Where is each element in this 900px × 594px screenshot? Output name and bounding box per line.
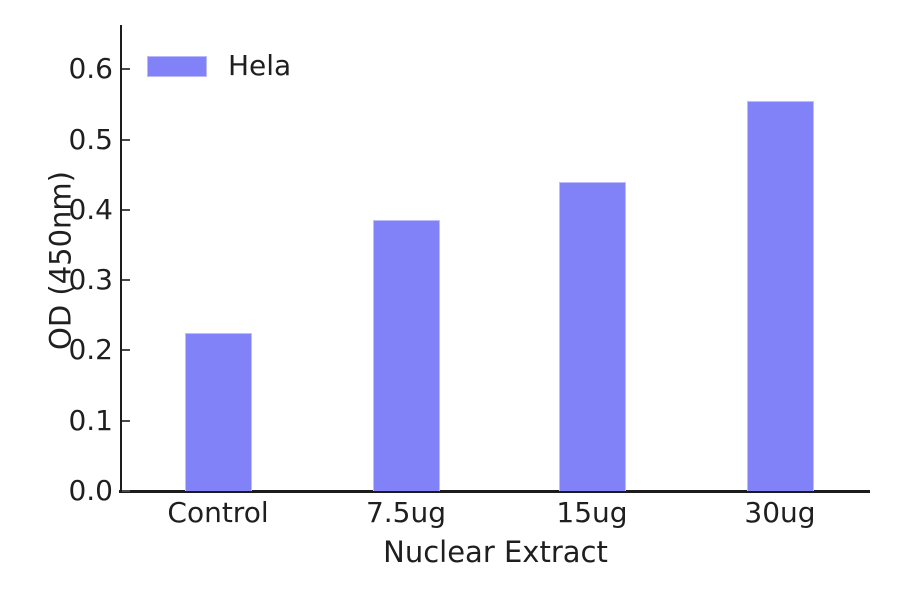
y-axis-spine (120, 25, 122, 493)
legend-swatch-hela (147, 55, 207, 77)
y-tick-label: 0.1 (68, 403, 113, 437)
x-tick-label-7-5ug: 7.5ug (365, 496, 447, 529)
legend-label-hela: Hela (228, 49, 292, 82)
x-axis-spine (119, 490, 870, 493)
y-tick-mark (122, 349, 130, 352)
y-tick-label: 0.4 (68, 192, 113, 226)
y-tick-mark (122, 490, 130, 492)
y-tick-label: 0.3 (68, 263, 113, 297)
y-tick-label: 0.2 (68, 333, 113, 367)
x-tick-label-control: Control (167, 496, 269, 529)
y-tick-label: 0.5 (68, 122, 113, 156)
x-tick-label-15ug: 15ug (556, 496, 628, 529)
bar-15ug (558, 182, 626, 491)
y-tick-mark (122, 138, 130, 141)
y-tick-mark (122, 208, 130, 211)
y-tick-mark (122, 279, 130, 282)
bar-control (184, 333, 252, 491)
y-tick-label: 0.6 (68, 52, 113, 86)
bar-30ug (746, 101, 814, 491)
y-tick-mark (122, 68, 130, 71)
legend: Hela (147, 52, 291, 80)
x-tick-label-30ug: 30ug (744, 496, 816, 529)
y-tick-label: 0.0 (68, 474, 113, 507)
bar-7-5ug (372, 220, 440, 491)
x-axis-title: Nuclear Extract (383, 535, 608, 569)
y-tick-mark (122, 419, 130, 422)
